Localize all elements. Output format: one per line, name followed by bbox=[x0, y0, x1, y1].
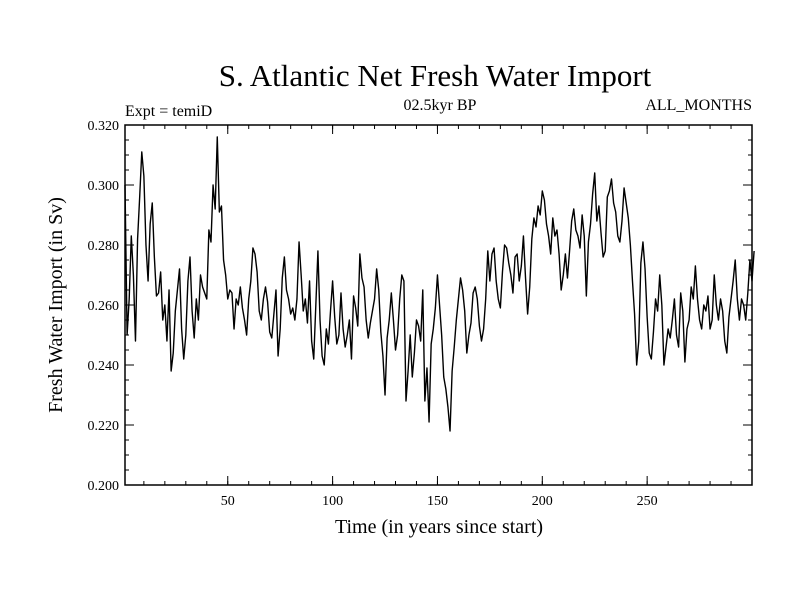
y-tick-label: 0.320 bbox=[88, 119, 120, 134]
y-tick-label: 0.280 bbox=[88, 239, 120, 254]
x-axis-label: Time (in years since start) bbox=[335, 516, 543, 538]
y-tick-label: 0.300 bbox=[88, 179, 120, 194]
x-tick-label: 200 bbox=[532, 494, 553, 509]
axis-tick-labels: 50 100 150 200 250 0.200 0.220 0.240 0.260 0.280 0… bbox=[88, 119, 658, 509]
experiment-label: Expt = temiD bbox=[125, 103, 212, 120]
period-label: 02.5kyr BP bbox=[404, 97, 477, 114]
x-tick-label: 100 bbox=[322, 494, 343, 509]
x-tick-label: 150 bbox=[427, 494, 448, 509]
series-line bbox=[124, 136, 755, 432]
x-tick-label: 250 bbox=[637, 494, 658, 509]
y-tick-label: 0.260 bbox=[88, 299, 120, 314]
y-axis-label: Fresh Water Import (in Sv) bbox=[45, 197, 67, 413]
plot-frame bbox=[124, 124, 753, 486]
x-tick-label: 50 bbox=[221, 494, 235, 509]
chart-title: S. Atlantic Net Fresh Water Import bbox=[219, 58, 652, 93]
y-tick-label: 0.220 bbox=[88, 419, 120, 434]
y-tick-label: 0.240 bbox=[88, 359, 120, 374]
months-label: ALL_MONTHS bbox=[645, 97, 752, 114]
y-tick-label: 0.200 bbox=[88, 479, 120, 494]
